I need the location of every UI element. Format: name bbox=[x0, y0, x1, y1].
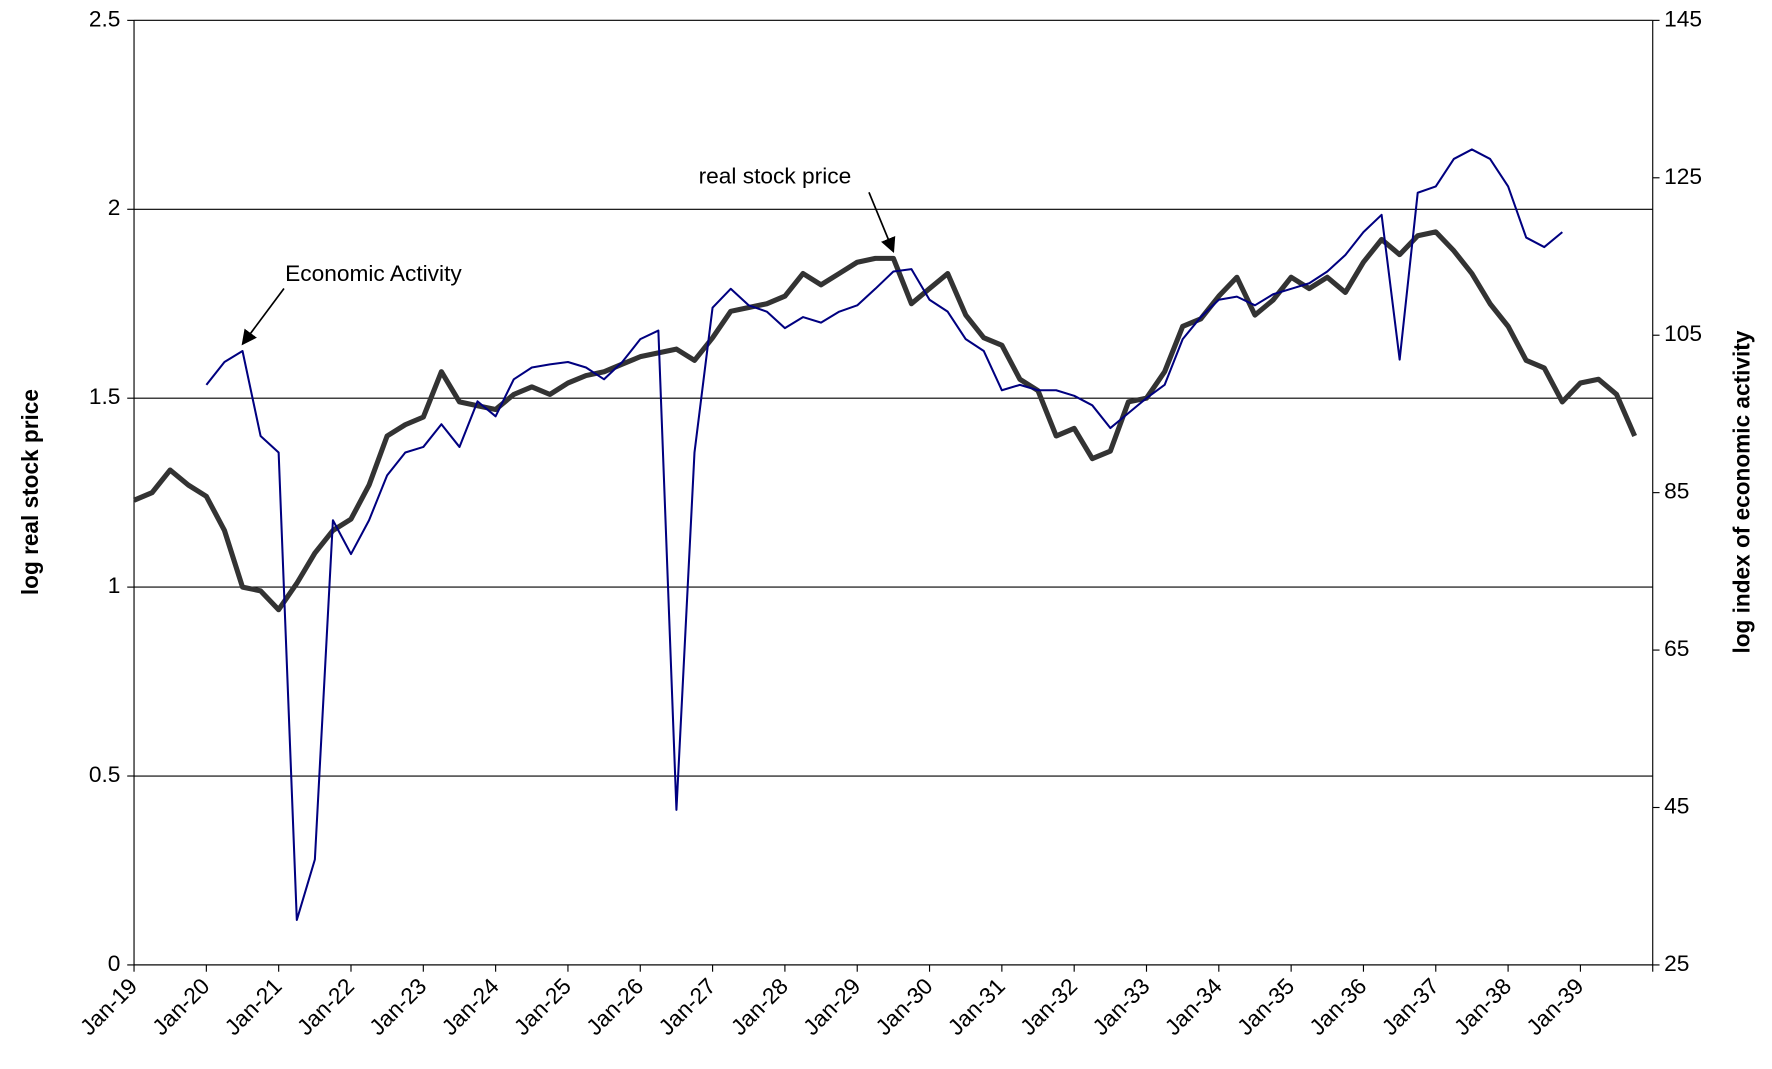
x-tick-label: Jan-22 bbox=[292, 973, 360, 1040]
x-tick-label: Jan-29 bbox=[798, 973, 866, 1040]
y-axis-label: log real stock price bbox=[17, 389, 43, 595]
y-tick-label: 1 bbox=[108, 572, 121, 598]
y2-tick-label: 125 bbox=[1664, 163, 1702, 189]
x-tick-label: Jan-23 bbox=[364, 973, 432, 1040]
y2-tick-label: 25 bbox=[1664, 950, 1689, 976]
y-tick-label: 2 bbox=[108, 194, 121, 220]
y2-tick-label: 105 bbox=[1664, 320, 1702, 346]
series-line bbox=[133, 229, 1638, 613]
y2-axis-label: log index of economic activity bbox=[1729, 330, 1755, 653]
x-tick-label: Jan-37 bbox=[1376, 973, 1444, 1040]
x-tick-label: Jan-19 bbox=[75, 973, 143, 1040]
x-tick-label: Jan-28 bbox=[725, 973, 793, 1040]
annotation-arrow bbox=[241, 287, 285, 346]
y-tick-label: 2.5 bbox=[89, 5, 121, 31]
annotation: Economic Activity bbox=[285, 260, 462, 286]
x-tick-label: Jan-21 bbox=[219, 973, 287, 1040]
x-tick-label: Jan-25 bbox=[509, 973, 577, 1040]
y2-tick-label: 45 bbox=[1664, 793, 1689, 819]
x-tick-label: Jan-24 bbox=[436, 973, 504, 1040]
x-tick-label: Jan-30 bbox=[870, 973, 938, 1040]
x-tick-label: Jan-26 bbox=[581, 973, 649, 1040]
x-tick-label: Jan-27 bbox=[653, 973, 721, 1040]
y2-tick-label: 65 bbox=[1664, 635, 1689, 661]
y-tick-label: 0.5 bbox=[89, 761, 121, 787]
x-tick-label: Jan-35 bbox=[1232, 973, 1300, 1040]
x-tick-label: Jan-38 bbox=[1449, 973, 1517, 1040]
x-tick-label: Jan-39 bbox=[1521, 973, 1589, 1040]
x-tick-label: Jan-34 bbox=[1159, 973, 1227, 1040]
y2-tick-label: 85 bbox=[1664, 478, 1689, 504]
y-tick-label: 1.5 bbox=[89, 383, 121, 409]
x-tick-label: Jan-31 bbox=[942, 973, 1010, 1040]
annotation: real stock price bbox=[699, 163, 852, 189]
x-tick-label: Jan-36 bbox=[1304, 973, 1372, 1040]
x-tick-label: Jan-32 bbox=[1015, 973, 1083, 1040]
series-line bbox=[205, 148, 1563, 922]
y-tick-label: 0 bbox=[108, 950, 121, 976]
x-tick-label: Jan-20 bbox=[147, 973, 215, 1040]
x-tick-label: Jan-33 bbox=[1087, 973, 1155, 1040]
y2-tick-label: 145 bbox=[1664, 5, 1702, 31]
annotation-arrow bbox=[868, 191, 896, 254]
